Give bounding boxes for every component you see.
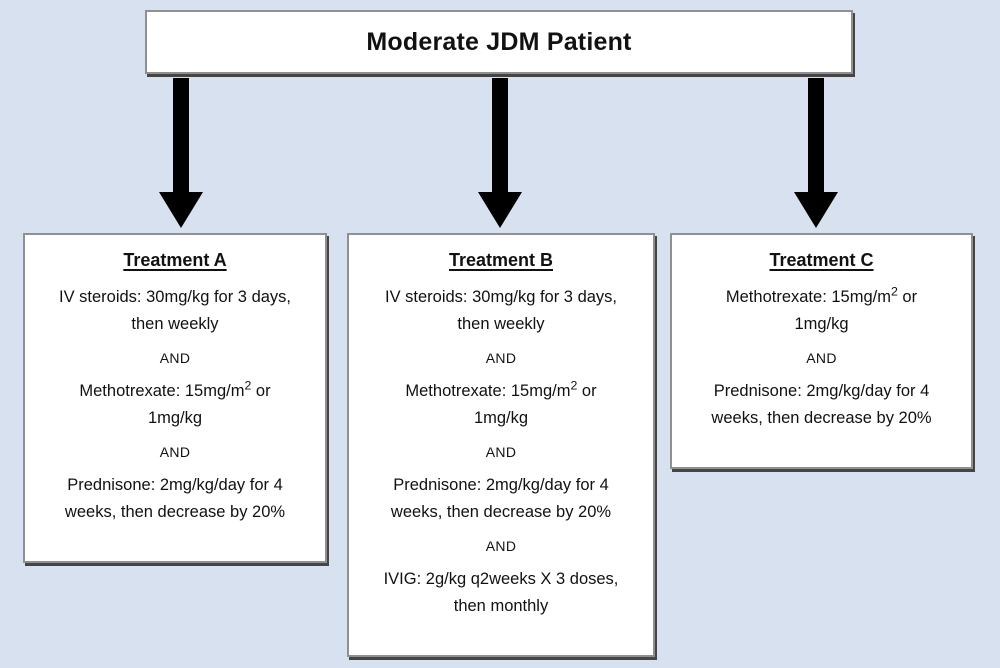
and-connector-label: AND (159, 350, 191, 366)
treatment-b-title: Treatment B (448, 250, 554, 270)
dose-text: Prednisone: 2mg/kg/day for 4 weeks, then … (711, 382, 932, 427)
dose-text: Methotrexate: 15mg/m2 or 1mg/kg (725, 284, 918, 333)
treatment-c-items: Methotrexate: 15mg/m2 or 1mg/kg AND Prednis… (682, 284, 961, 432)
dose-text: Methotrexate: 15mg/m2 or 1mg/kg (405, 378, 597, 427)
down-arrow-to-treatment-c (794, 78, 838, 228)
treatment-b-items: IV steroids: 30mg/kg for 3 days, then wee… (359, 284, 643, 620)
and-connector-label: AND (159, 444, 191, 460)
dose-text: IV steroids: 30mg/kg for 3 days, then wee… (58, 288, 292, 333)
treatment-a-title: Treatment A (123, 250, 227, 270)
down-arrow-to-treatment-a (159, 78, 203, 228)
and-connector-label: AND (485, 444, 517, 460)
root-node-label: Moderate JDM Patient (366, 27, 632, 56)
treatment-a-items: IV steroids: 30mg/kg for 3 days, then wee… (35, 284, 315, 526)
down-arrow-to-treatment-b (478, 78, 522, 228)
dose-text: IVIG: 2g/kg q2weeks X 3 doses, then month… (383, 570, 619, 615)
root-node-moderate-jdm-patient: Moderate JDM Patient (145, 10, 853, 74)
and-connector-label: AND (485, 350, 517, 366)
treatment-a-node: Treatment A IV steroids: 30mg/kg for 3 d… (23, 233, 327, 563)
dose-text: Prednisone: 2mg/kg/day for 4 weeks, then … (64, 476, 286, 521)
treatment-c-title: Treatment C (769, 250, 874, 270)
and-connector-label: AND (806, 350, 837, 366)
dose-text: Methotrexate: 15mg/m2 or 1mg/kg (79, 378, 271, 427)
treatment-b-node: Treatment B IV steroids: 30mg/kg for 3 d… (347, 233, 655, 657)
dose-text: Prednisone: 2mg/kg/day for 4 weeks, then … (390, 476, 612, 521)
dose-text: IV steroids: 30mg/kg for 3 days, then wee… (384, 288, 618, 333)
and-connector-label: AND (485, 538, 517, 554)
treatment-c-node: Treatment C Methotrexate: 15mg/m2 or 1mg/… (670, 233, 973, 469)
